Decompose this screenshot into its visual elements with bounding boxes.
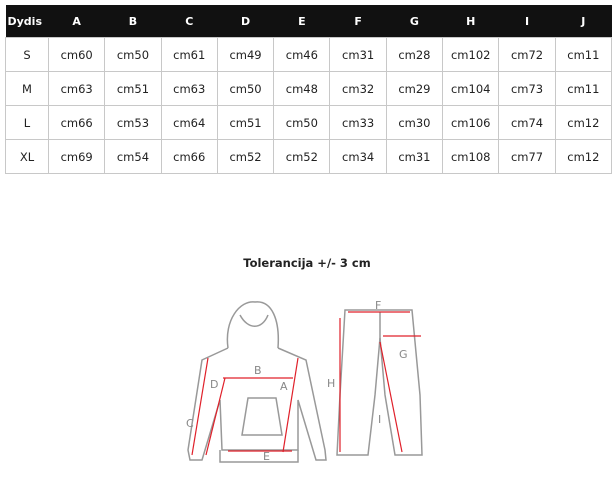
size-cell: S xyxy=(5,37,49,72)
measurement-cell: cm50 xyxy=(273,105,331,140)
column-header: I xyxy=(498,5,556,38)
label-a: A xyxy=(280,380,288,393)
measurement-cell: cm104 xyxy=(442,71,500,106)
measurement-cell: cm64 xyxy=(160,105,218,140)
measurement-cell: cm12 xyxy=(554,105,613,140)
measurement-cell: cm106 xyxy=(442,105,500,140)
measurement-cell: cm102 xyxy=(442,37,500,72)
column-header: E xyxy=(273,5,330,38)
column-header: B xyxy=(104,5,162,38)
column-header: A xyxy=(48,5,105,38)
measurement-cell: cm51 xyxy=(216,105,275,140)
size-cell: XL xyxy=(5,139,49,174)
measurement-cell: cm51 xyxy=(104,71,162,106)
measurement-cell: cm72 xyxy=(498,37,556,72)
size-column-header: Dydis xyxy=(5,5,49,38)
measurement-cell: cm54 xyxy=(104,139,162,174)
measurement-cell: cm60 xyxy=(47,37,106,72)
measurement-cell: cm12 xyxy=(554,139,613,174)
measurement-cell: cm34 xyxy=(329,139,387,174)
size-cell: L xyxy=(5,105,49,140)
measurement-cell: cm30 xyxy=(385,105,444,140)
measurement-cell: cm63 xyxy=(47,71,106,106)
label-d: D xyxy=(210,378,218,391)
measurement-cell: cm52 xyxy=(216,139,275,174)
table-row: XL cm69 cm54 cm66 cm52 cm52 cm34 cm31 cm108 cm77 c… xyxy=(5,139,613,174)
column-header: J xyxy=(555,5,612,38)
measurement-arrows xyxy=(191,311,421,456)
measurement-cell: cm32 xyxy=(329,71,387,106)
measurement-cell: cm48 xyxy=(273,71,331,106)
tolerance-title: Tolerancija +/- 3 cm xyxy=(243,256,371,270)
measurement-cell: cm74 xyxy=(498,105,556,140)
label-h: H xyxy=(327,377,335,390)
label-c: C xyxy=(186,417,194,430)
measurement-cell: cm63 xyxy=(160,71,218,106)
measurement-cell: cm49 xyxy=(216,37,275,72)
measurement-cell: cm33 xyxy=(329,105,387,140)
column-header: H xyxy=(442,5,499,38)
measurement-cell: cm11 xyxy=(554,37,613,72)
measurement-diagram: A B C D E F G H I xyxy=(186,299,423,463)
column-header: G xyxy=(386,5,443,38)
measurement-cell: cm11 xyxy=(554,71,613,106)
label-g: G xyxy=(399,348,408,361)
measurement-cell: cm31 xyxy=(385,139,444,174)
measurement-cell: cm50 xyxy=(104,37,162,72)
measurement-cell: cm61 xyxy=(160,37,218,72)
measurement-cell: cm69 xyxy=(47,139,106,174)
measurement-cell: cm50 xyxy=(216,71,275,106)
measurement-cell: cm29 xyxy=(385,71,444,106)
measurement-cell: cm108 xyxy=(442,139,500,174)
label-f: F xyxy=(375,299,381,312)
column-header: D xyxy=(217,5,274,38)
table-header: Dydis A B C D E F G H I J xyxy=(5,5,612,38)
label-i: I xyxy=(378,413,381,426)
measurement-cell: cm52 xyxy=(273,139,331,174)
measurement-cell: cm66 xyxy=(47,105,106,140)
measurement-cell: cm66 xyxy=(160,139,218,174)
hoodie-illustration xyxy=(187,301,327,463)
measurement-cell: cm46 xyxy=(273,37,331,72)
measurement-cell: cm77 xyxy=(498,139,556,174)
pants-illustration xyxy=(336,309,423,456)
label-b: B xyxy=(254,364,262,377)
measurement-cell: cm31 xyxy=(329,37,387,72)
column-header: C xyxy=(161,5,218,38)
column-header: F xyxy=(329,5,387,38)
measurement-cell: cm28 xyxy=(385,37,444,72)
label-e: E xyxy=(263,450,270,463)
measurement-cell: cm53 xyxy=(104,105,162,140)
size-cell: M xyxy=(5,71,49,106)
measurement-cell: cm73 xyxy=(498,71,556,106)
